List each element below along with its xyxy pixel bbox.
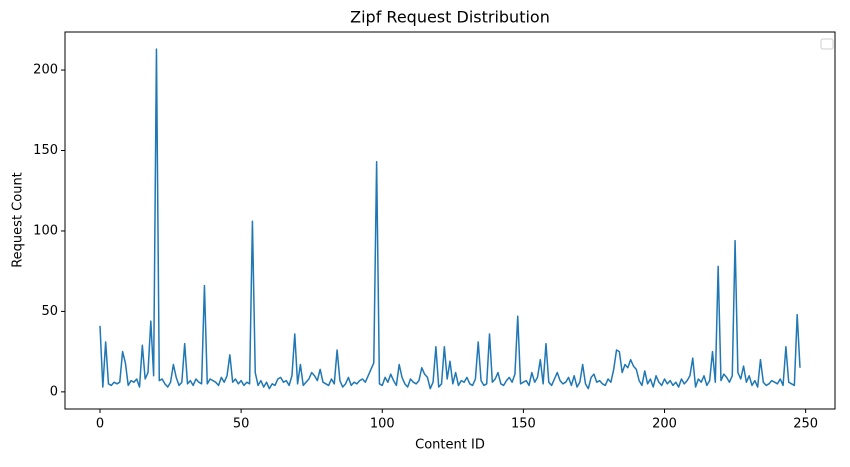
- y-tick-label: 0: [50, 384, 58, 399]
- plot-frame: [64, 31, 836, 410]
- line-series: [99, 48, 801, 390]
- x-tick-label: 200: [652, 417, 677, 432]
- y-axis-label: Request Count: [11, 172, 26, 268]
- x-tick-label: 100: [370, 417, 395, 432]
- y-tick-label: 50: [41, 304, 58, 319]
- y-tick-label: 100: [33, 223, 58, 238]
- x-tick-label: 250: [793, 417, 818, 432]
- y-tick-label: 150: [33, 143, 58, 158]
- y-tick-label: 200: [33, 63, 58, 78]
- x-tick-label: 50: [233, 417, 250, 432]
- x-tick-label: 0: [96, 417, 104, 432]
- x-tick-label: 150: [511, 417, 536, 432]
- legend: [820, 38, 834, 50]
- x-axis-label: Content ID: [415, 438, 485, 453]
- chart-title: Zipf Request Distribution: [350, 8, 550, 27]
